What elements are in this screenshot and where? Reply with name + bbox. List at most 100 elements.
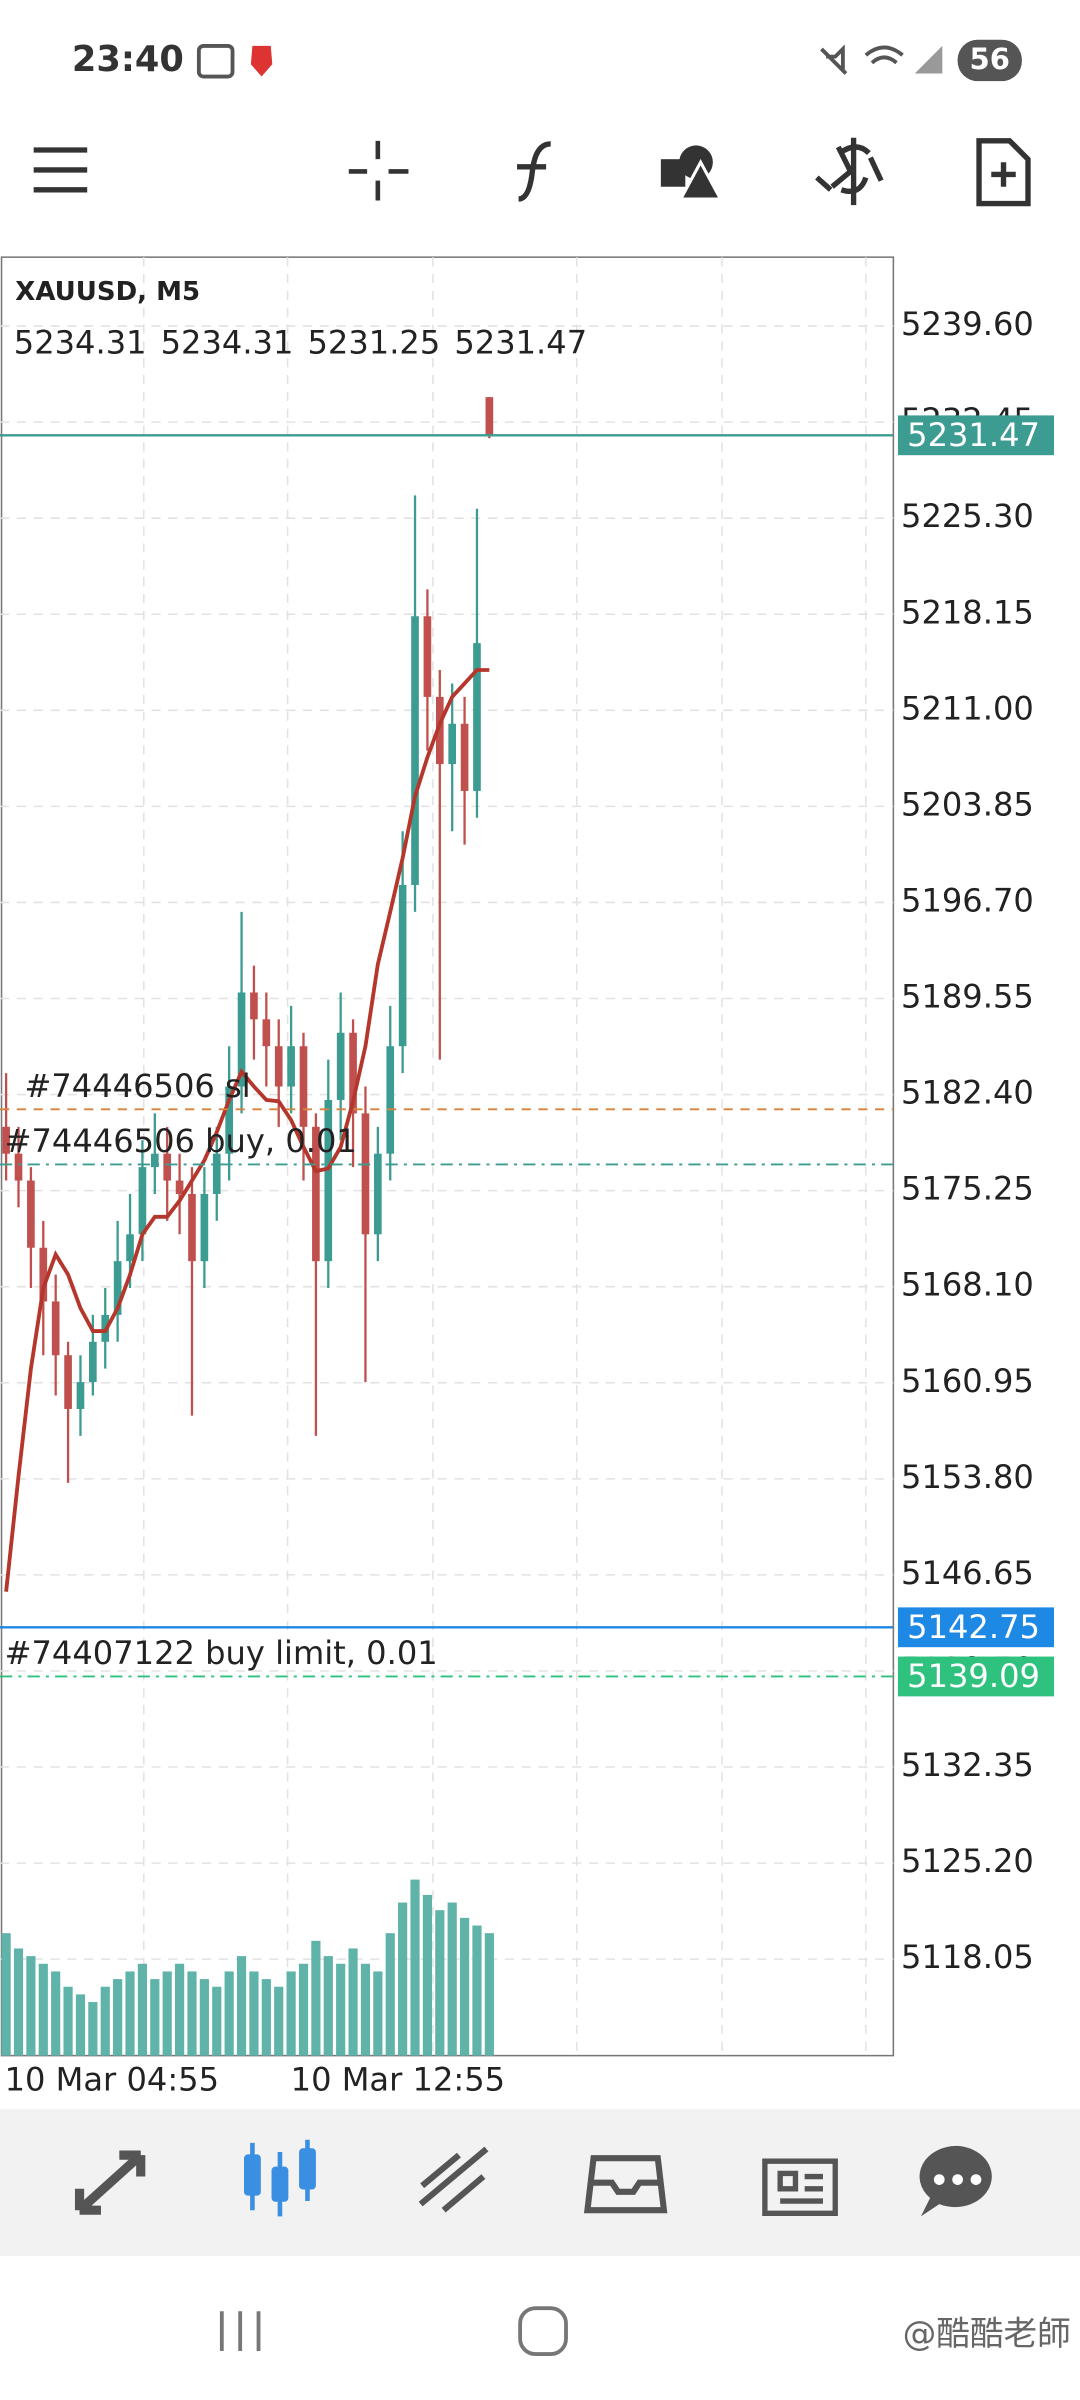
candle-body [250, 992, 258, 1020]
wifi-icon [864, 45, 904, 65]
volume-bar [125, 1971, 135, 2056]
candle-body [374, 1153, 382, 1235]
y-tick-label: 5239.60 [901, 305, 1034, 343]
volume-bar [286, 1971, 296, 2056]
y-tick-label: 5211.00 [901, 689, 1034, 727]
volume-bar [224, 1971, 234, 2056]
volume-bar [484, 1933, 494, 2056]
volume-bar [51, 1971, 61, 2056]
candle-body [448, 723, 457, 765]
candle-body [324, 1099, 333, 1262]
volume-bar [162, 1971, 172, 2056]
candle-body [14, 1153, 23, 1181]
candle-body [113, 1261, 122, 1315]
candle-body [398, 884, 407, 1047]
volume-bar [311, 1940, 321, 2056]
chart: 5239.605232.455225.305218.155211.005203.… [0, 256, 1054, 2099]
menu-button[interactable] [33, 147, 88, 193]
candle-body [163, 1153, 172, 1181]
signal-icon [914, 45, 943, 74]
volume-bar [187, 1971, 197, 2056]
price-tag [897, 1607, 1054, 1648]
volume-bar [63, 1986, 73, 2056]
candle-body [460, 723, 469, 791]
chart-frame [0, 256, 895, 2057]
candle-body [126, 1234, 134, 1262]
candle-body [423, 616, 432, 697]
volume-bar [212, 1986, 222, 2056]
candle-body [89, 1341, 97, 1383]
candle-body [262, 1019, 271, 1047]
candle-body [287, 1046, 295, 1087]
x-tick-label: 10 Mar 12:55 [291, 2061, 505, 2099]
candle-body [2, 1126, 10, 1154]
chat-tab[interactable] [919, 2145, 992, 2217]
chart-tab[interactable] [243, 2139, 316, 2217]
news-tab[interactable] [762, 2158, 838, 2216]
y-tick-label: 5132.35 [901, 1746, 1034, 1784]
moving-average [4, 668, 490, 1592]
symbol: XAUUSD, M5 [15, 277, 200, 307]
volume-bar [348, 1948, 358, 2056]
volume-bar [323, 1956, 333, 2056]
mute-icon [820, 44, 848, 75]
volume-bar [422, 1894, 432, 2056]
volume-bar [199, 1979, 209, 2056]
price-tag [897, 415, 1054, 456]
volume-bar [360, 1963, 371, 2056]
indicators-button[interactable] [517, 141, 551, 202]
volume-bar [447, 1902, 457, 2056]
y-tick-label: 5153.80 [901, 1458, 1034, 1496]
y-tick-label: 5218.15 [901, 593, 1034, 631]
candle-body [76, 1382, 85, 1409]
candle-body [435, 696, 444, 765]
volume-bar [100, 1986, 110, 2056]
quotes-tab[interactable] [74, 2150, 146, 2215]
new-order-button[interactable] [976, 138, 1031, 207]
history-tab[interactable] [583, 2155, 668, 2214]
candle-body [473, 643, 481, 791]
candle-body [336, 1032, 345, 1100]
volume-bar [1, 1933, 11, 2056]
volume-bar [26, 1956, 36, 2056]
volume-bar [137, 1963, 148, 2056]
candle-body [361, 1113, 370, 1235]
candle-body [27, 1180, 35, 1248]
battery [957, 39, 1022, 82]
recent-apps-button[interactable] [219, 2311, 261, 2352]
y-tick-label: 5203.85 [901, 785, 1034, 823]
volume-bar [175, 1963, 185, 2056]
volume-bar [472, 1925, 482, 2056]
volume-bar [13, 1948, 24, 2056]
bottom-nav [0, 2109, 1080, 2257]
candle-body [138, 1167, 147, 1235]
home-button[interactable] [518, 2306, 568, 2356]
y-tick-label: 5125.20 [901, 1842, 1034, 1880]
price-tag-label: 5142.75 [907, 1608, 1040, 1646]
volume-bar [261, 1979, 271, 2056]
price-tag [897, 1656, 1054, 1697]
volume-bar [38, 1963, 48, 2056]
candle-body [312, 1126, 320, 1262]
candle-body [485, 397, 494, 436]
battery-level: 56 [970, 42, 1010, 76]
volume-bar [274, 1986, 284, 2056]
y-tick-label: 5189.55 [901, 978, 1034, 1016]
crosshair-button[interactable] [348, 140, 409, 201]
volume-bar [113, 1979, 123, 2056]
candle-body [200, 1193, 209, 1262]
y-tick-label: 5160.95 [901, 1362, 1034, 1400]
watermark: @酷酷老師 [903, 2314, 1071, 2353]
volume-bar [88, 2002, 98, 2056]
y-tick-label: 5182.40 [901, 1074, 1034, 1112]
volume-bar [410, 1879, 420, 2056]
y-tick-label: 5196.70 [901, 881, 1034, 919]
volume-bar [298, 1963, 309, 2056]
ohlc-value: 5234.31 [161, 323, 294, 361]
volume-bar [249, 1971, 259, 2056]
trade-button[interactable] [815, 137, 884, 206]
objects-button[interactable] [660, 145, 724, 201]
trade-tab[interactable] [418, 2146, 489, 2213]
y-tick-label: 5118.05 [901, 1938, 1034, 1976]
